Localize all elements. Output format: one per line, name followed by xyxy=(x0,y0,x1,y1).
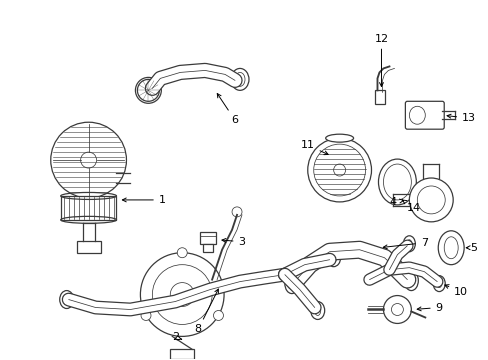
Ellipse shape xyxy=(326,249,340,267)
Circle shape xyxy=(383,296,410,323)
Text: 4: 4 xyxy=(389,197,403,207)
Text: 6: 6 xyxy=(217,94,238,125)
FancyBboxPatch shape xyxy=(375,90,385,104)
Ellipse shape xyxy=(285,274,298,293)
FancyBboxPatch shape xyxy=(200,232,216,244)
Ellipse shape xyxy=(325,134,353,142)
FancyBboxPatch shape xyxy=(203,244,213,252)
Ellipse shape xyxy=(378,159,415,205)
Circle shape xyxy=(307,138,371,202)
FancyBboxPatch shape xyxy=(405,101,443,129)
Ellipse shape xyxy=(403,236,414,252)
Text: 3: 3 xyxy=(222,237,245,247)
Ellipse shape xyxy=(432,276,444,292)
Circle shape xyxy=(408,178,452,222)
Circle shape xyxy=(135,77,161,103)
Ellipse shape xyxy=(310,302,324,319)
Text: 9: 9 xyxy=(416,302,442,312)
Ellipse shape xyxy=(437,231,463,265)
Text: 14: 14 xyxy=(401,200,421,213)
Ellipse shape xyxy=(230,68,248,90)
Circle shape xyxy=(141,310,151,320)
Text: 11: 11 xyxy=(300,140,327,155)
Text: 2: 2 xyxy=(171,332,182,342)
Ellipse shape xyxy=(404,271,417,291)
Ellipse shape xyxy=(408,106,425,124)
Text: 12: 12 xyxy=(374,33,388,86)
Text: 7: 7 xyxy=(383,238,427,249)
Ellipse shape xyxy=(60,291,74,309)
Text: 10: 10 xyxy=(444,285,467,297)
Text: 1: 1 xyxy=(122,195,165,205)
Text: 13: 13 xyxy=(446,113,475,123)
FancyBboxPatch shape xyxy=(61,196,116,220)
Text: 5: 5 xyxy=(465,243,477,253)
Text: 8: 8 xyxy=(194,289,218,334)
Circle shape xyxy=(333,164,345,176)
Circle shape xyxy=(177,248,187,258)
Circle shape xyxy=(213,310,223,320)
FancyBboxPatch shape xyxy=(170,349,194,359)
